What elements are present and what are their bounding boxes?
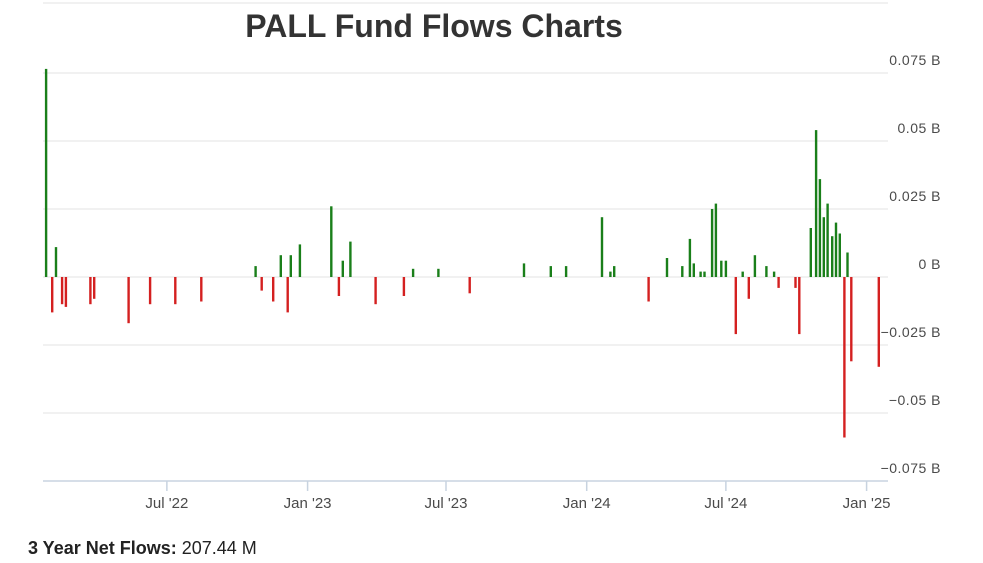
- flow-bar[interactable]: [665, 258, 669, 277]
- flow-bar[interactable]: [89, 277, 92, 305]
- flow-bar[interactable]: [522, 263, 526, 277]
- flow-bar[interactable]: [647, 277, 650, 302]
- flow-bar[interactable]: [564, 266, 568, 277]
- flow-bar[interactable]: [127, 277, 130, 324]
- flow-bar[interactable]: [254, 266, 257, 277]
- y-tick-label: 0.025 B: [889, 188, 941, 204]
- flow-bar[interactable]: [64, 277, 68, 307]
- y-tick-label: 0.05 B: [898, 120, 941, 136]
- flow-bar[interactable]: [822, 217, 825, 277]
- y-tick-label: −0.05 B: [889, 392, 941, 408]
- x-tick-label: Jan '24: [563, 495, 611, 512]
- flow-bar[interactable]: [468, 277, 471, 294]
- flow-bar[interactable]: [286, 277, 289, 313]
- net-flows-value: 207.44 M: [181, 538, 257, 558]
- flow-bar[interactable]: [850, 277, 853, 362]
- x-axis: [43, 480, 888, 491]
- chart-title: PALL Fund Flows Charts: [245, 8, 623, 44]
- flow-bar[interactable]: [838, 233, 841, 278]
- flow-bar[interactable]: [411, 268, 415, 277]
- flow-bar[interactable]: [613, 266, 616, 277]
- flow-bar[interactable]: [798, 277, 801, 335]
- flow-bar[interactable]: [877, 277, 880, 367]
- flow-bar[interactable]: [609, 271, 612, 277]
- flow-bar[interactable]: [374, 277, 377, 305]
- flow-bar[interactable]: [692, 263, 695, 277]
- flow-bar[interactable]: [831, 236, 834, 277]
- flow-bar[interactable]: [437, 268, 440, 277]
- flow-bar[interactable]: [724, 260, 728, 277]
- flow-bar[interactable]: [765, 266, 768, 277]
- flow-bar[interactable]: [148, 277, 152, 305]
- flow-bar[interactable]: [272, 277, 275, 302]
- flow-bar[interactable]: [703, 271, 706, 277]
- flow-bar[interactable]: [279, 255, 282, 277]
- y-tick-label: 0 B: [918, 256, 941, 272]
- flow-bar[interactable]: [93, 277, 96, 299]
- flow-bar[interactable]: [341, 260, 344, 277]
- x-tick-label: Jan '23: [284, 495, 332, 512]
- x-tick-label: Jul '24: [704, 495, 747, 512]
- flow-bar[interactable]: [843, 277, 846, 438]
- grid-lines: [43, 2, 888, 482]
- flow-bar[interactable]: [710, 209, 714, 277]
- flow-bar[interactable]: [834, 222, 838, 277]
- flow-bar[interactable]: [174, 277, 177, 305]
- flow-bar[interactable]: [289, 255, 292, 277]
- flow-bar[interactable]: [777, 277, 780, 288]
- flow-bar[interactable]: [714, 203, 718, 277]
- flow-bar[interactable]: [753, 255, 757, 277]
- x-tick-label: Jan '25: [843, 495, 891, 512]
- flow-bar[interactable]: [349, 241, 352, 277]
- flow-bar[interactable]: [54, 247, 58, 277]
- flow-bar[interactable]: [699, 271, 702, 277]
- x-tick-label: Jul '22: [145, 495, 188, 512]
- flow-bar[interactable]: [814, 130, 818, 277]
- flow-bar[interactable]: [747, 277, 750, 299]
- flow-bar[interactable]: [826, 203, 829, 277]
- flow-bar[interactable]: [298, 244, 302, 277]
- y-tick-label: −0.075 B: [881, 460, 941, 476]
- x-tick-label: Jul '23: [425, 495, 468, 512]
- flow-bar[interactable]: [330, 206, 333, 277]
- flow-bar[interactable]: [549, 266, 552, 277]
- flow-bar[interactable]: [720, 260, 723, 277]
- flow-bar[interactable]: [681, 266, 684, 277]
- y-tick-labels: 0.075 B 0.05 B 0.025 B 0 B −0.025 B −0.05 B −0…: [881, 52, 941, 476]
- x-tick-labels: Jul '22 Jan '23 Jul '23 Jan '24 Jul '24 Jan '…: [145, 495, 890, 512]
- flow-bar[interactable]: [846, 252, 849, 278]
- flow-bar[interactable]: [260, 277, 263, 291]
- flow-bar[interactable]: [794, 277, 797, 288]
- flow-bar[interactable]: [200, 277, 203, 302]
- flow-bar[interactable]: [51, 277, 54, 313]
- flow-bar[interactable]: [402, 277, 406, 296]
- y-tick-label: −0.025 B: [881, 324, 941, 340]
- net-flows-summary: 3 Year Net Flows: 207.44 M: [28, 538, 257, 559]
- y-tick-label: 0.075 B: [889, 52, 941, 68]
- flow-bar[interactable]: [60, 277, 64, 305]
- flow-bar[interactable]: [741, 271, 744, 277]
- flow-bar[interactable]: [600, 217, 604, 277]
- net-flows-label: 3 Year Net Flows:: [28, 538, 177, 558]
- flow-bar[interactable]: [818, 179, 822, 277]
- flow-bar[interactable]: [337, 277, 341, 296]
- flow-bar[interactable]: [772, 271, 776, 277]
- flow-bar[interactable]: [734, 277, 737, 335]
- flow-bar[interactable]: [44, 68, 48, 278]
- flow-bar[interactable]: [809, 228, 812, 277]
- bars: [44, 68, 880, 438]
- flow-bar[interactable]: [688, 238, 692, 277]
- fund-flows-bar-chart: 0.075 B 0.05 B 0.025 B 0 B −0.025 B −0.05 B −0…: [43, 2, 941, 512]
